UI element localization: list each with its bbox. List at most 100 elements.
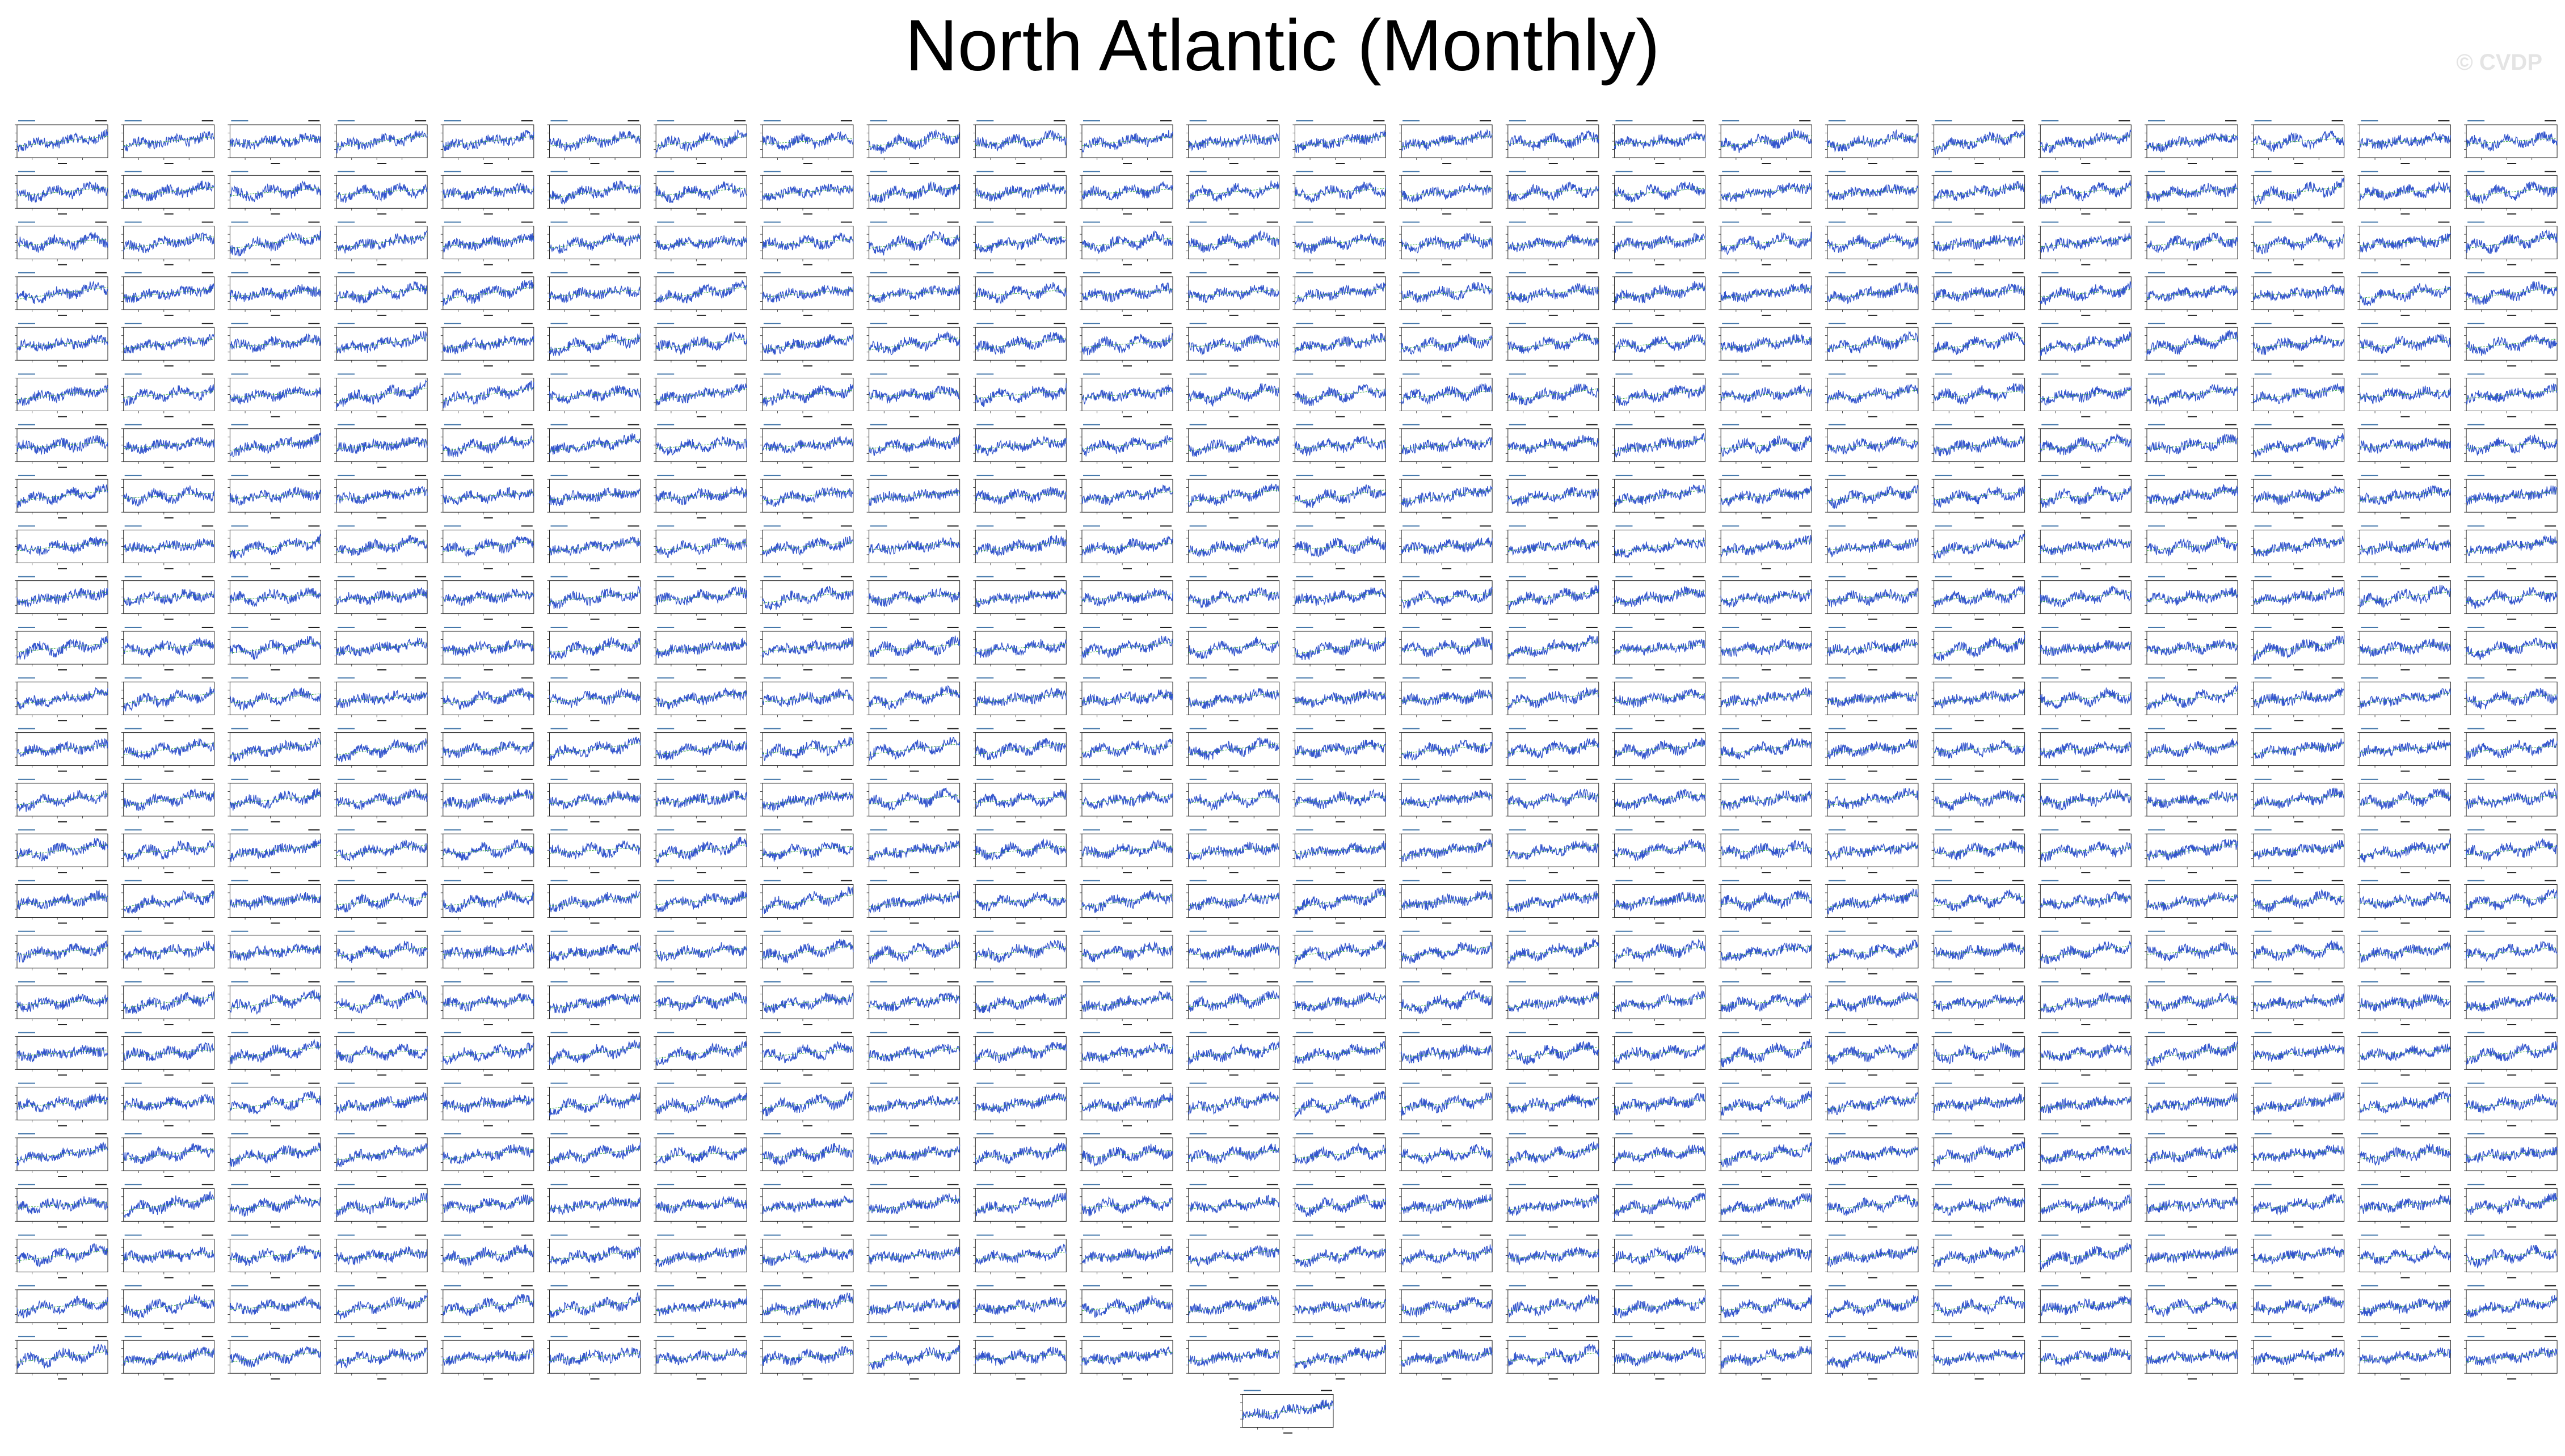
panel-title-mark	[2254, 475, 2272, 476]
panel-165	[2251, 424, 2345, 468]
series-line	[868, 537, 961, 555]
series-line	[123, 334, 215, 353]
panel-title-mark	[870, 272, 887, 273]
panel-stat-mark	[2545, 525, 2556, 527]
x-axis-label-mark	[1016, 618, 1026, 620]
panel-stat-mark	[521, 677, 533, 679]
trend-line	[1507, 288, 1599, 298]
panel-252	[1292, 627, 1387, 670]
series-line	[1614, 182, 1706, 202]
panel-stat-mark	[308, 728, 320, 729]
panel-title-mark	[231, 627, 249, 628]
series-line	[1294, 233, 1387, 255]
series-line	[16, 385, 108, 406]
panel-title-mark	[1615, 576, 1633, 577]
x-axis-label-mark	[2400, 264, 2410, 265]
panel-title-mark	[1615, 272, 1633, 273]
panel-stat-mark	[1905, 373, 1917, 375]
series-line	[229, 486, 322, 506]
panel-90	[1931, 272, 2025, 316]
panel-stat-mark	[627, 627, 639, 628]
x-axis-label-mark	[164, 314, 174, 316]
series-line	[2466, 383, 2558, 404]
panel-stat-mark	[734, 627, 746, 628]
panel-title-mark	[124, 221, 142, 223]
x-axis-label-mark	[1123, 821, 1132, 822]
x-axis-label-mark	[2188, 720, 2197, 721]
trend-line	[230, 138, 321, 145]
series-line	[2466, 434, 2558, 456]
panel-title-mark	[1615, 120, 1633, 121]
panel-title-mark	[2467, 221, 2485, 223]
panel-title-mark	[2361, 171, 2378, 172]
panel-stat-mark	[1586, 221, 1598, 223]
trend-line	[336, 594, 428, 600]
panel-143	[2464, 373, 2558, 417]
trend-line	[549, 438, 641, 451]
series-line	[1614, 639, 1706, 656]
panel-stat-mark	[2438, 576, 2450, 577]
x-axis-label-mark	[1016, 163, 1026, 164]
x-axis-label-mark	[1655, 466, 1665, 468]
x-axis-label-mark	[1016, 466, 1026, 468]
panel-title-mark	[2041, 677, 2059, 679]
panel-title-mark	[231, 171, 249, 172]
trend-line	[762, 542, 853, 551]
series-line	[1294, 637, 1387, 661]
x-axis-label-mark	[483, 466, 493, 468]
trend-line	[1081, 642, 1173, 654]
panel-151	[760, 424, 854, 468]
panel-83	[1186, 272, 1280, 316]
series-line	[1081, 385, 1173, 405]
x-axis-label-mark	[58, 416, 67, 417]
panel-title-mark	[1296, 677, 1313, 679]
x-axis-label-mark	[164, 213, 174, 215]
x-axis-label-mark	[1442, 618, 1452, 620]
panel-title-mark	[1296, 475, 1313, 476]
panel-stat-mark	[415, 475, 427, 476]
panel-stat-mark	[1799, 778, 1811, 780]
series-line	[1401, 790, 1493, 809]
panel-103	[760, 323, 854, 367]
series-line	[1081, 181, 1173, 201]
panel-title-mark	[444, 475, 461, 476]
trend-line	[336, 236, 428, 249]
panel-stat-mark	[2545, 221, 2556, 223]
panel-176	[866, 475, 961, 519]
series-line	[2466, 587, 2558, 609]
series-line	[549, 790, 641, 809]
panel-title-mark	[231, 778, 249, 780]
panel-66	[1931, 221, 2025, 265]
panel-stat-mark	[1054, 424, 1065, 425]
panel-218	[228, 576, 322, 620]
panel-title-mark	[2148, 373, 2165, 375]
panel-stat-mark	[1799, 373, 1811, 375]
panel-title-mark	[976, 171, 994, 172]
panel-title-mark	[2148, 778, 2165, 780]
x-axis-label-mark	[58, 821, 67, 822]
panel-title-mark	[2361, 373, 2378, 375]
panel-271	[760, 677, 854, 721]
x-axis-label-mark	[377, 416, 387, 417]
panel-154	[1080, 424, 1173, 468]
panel-stat-mark	[734, 475, 746, 476]
trend-line	[443, 693, 534, 704]
panel-stat-mark	[521, 120, 533, 121]
x-axis-label-mark	[909, 618, 919, 620]
panel-stat-mark	[2225, 728, 2237, 729]
panel-28	[440, 171, 534, 215]
panel-136	[1719, 373, 1812, 417]
panel-289	[121, 728, 215, 772]
series-line	[229, 180, 322, 202]
panel-stat-mark	[1692, 373, 1704, 375]
x-axis-label-mark	[2400, 213, 2410, 215]
series-line	[2253, 486, 2345, 505]
panel-title-mark	[1935, 171, 1952, 172]
panel-168	[15, 475, 108, 519]
x-axis-label-mark	[2294, 264, 2303, 265]
trend-line	[1081, 340, 1173, 348]
panel-stat-mark	[2331, 728, 2343, 729]
x-axis-label-mark	[58, 365, 67, 367]
series-line	[2359, 385, 2452, 404]
panel-stat-mark	[1692, 728, 1704, 729]
